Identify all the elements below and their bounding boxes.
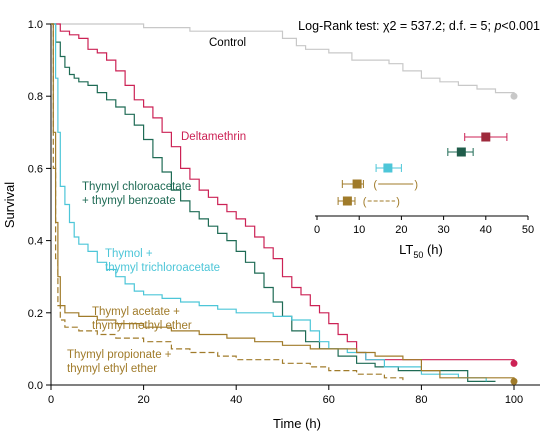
series-end-marker-1 (510, 359, 518, 367)
inset-paren-close: ) (396, 196, 400, 208)
series-labels: Control Deltamethrin Thymyl chloroacetate +… (67, 37, 246, 375)
annotation-prefix: Log-Rank test: (298, 19, 383, 33)
inset-x-tick-label: 50 (522, 224, 534, 236)
inset-x-tick-label: 0 (314, 224, 320, 236)
y-tick-label: 0.8 (28, 91, 43, 103)
log-rank-annotation: Log-Rank test: χ2 = 537.2; d.f. = 5; p<0… (298, 19, 540, 33)
inset-points: () () (337, 132, 508, 208)
inset-point-marker (383, 163, 393, 173)
series-label-4: Thymyl acetate + (92, 306, 180, 318)
series-label-0: Control (209, 37, 246, 49)
inset-paren-close: ) (414, 179, 418, 191)
x-tick-label: 0 (48, 394, 54, 406)
inset-x-tick-label: 10 (353, 224, 365, 236)
annotation-p: p (493, 19, 501, 33)
series-label-5: Thymyl propionate + (67, 349, 172, 361)
main-axes (50, 24, 540, 386)
series-line-0 (51, 23, 515, 97)
series-line-3 (51, 23, 487, 382)
y-tick-label: 0.6 (28, 163, 43, 175)
series-line-5 (51, 23, 404, 382)
inset-x-axis-label: LT50 (h) (399, 242, 443, 260)
x-axis-label: Time (h) (273, 416, 321, 431)
series-line-1 (51, 23, 515, 364)
series-label-2: Thymyl chloroacetate (82, 181, 191, 193)
y-tick-label: 1.0 (28, 19, 43, 31)
annotation-suffix: <0.001 (501, 19, 540, 33)
inset-point-marker (481, 132, 491, 142)
inset-x-ticks: 0 10 20 30 40 50 (314, 216, 534, 236)
x-tick-label: 40 (230, 394, 242, 406)
y-axis-label: Survival (2, 182, 17, 228)
annotation-chi: χ2 (383, 19, 397, 33)
x-tick-label: 60 (323, 394, 335, 406)
series-label-3: Thymol + (105, 248, 153, 260)
series-end-marker-0 (510, 92, 518, 100)
survival-curves (51, 23, 518, 385)
inset-xlabel-unit: (h) (423, 242, 443, 257)
series-label-1: Deltamethrin (181, 131, 246, 143)
lt50-inset: 0 10 20 30 40 50 ()() LT50 (h) (314, 132, 534, 260)
x-tick-label: 80 (415, 394, 427, 406)
series-label-3: thymyl trichloroacetate (105, 262, 220, 274)
y-ticks: 0.0 0.2 0.4 0.6 0.8 1.0 (28, 19, 51, 392)
y-tick-label: 0.2 (28, 308, 43, 320)
inset-xlabel-main: LT (399, 242, 413, 257)
inset-xlabel-sub: 50 (413, 250, 423, 260)
inset-point-marker (352, 179, 362, 189)
series-label-5: thymyl ethyl ether (67, 363, 157, 375)
inset-point-marker (456, 147, 466, 157)
inset-paren-open: ( (373, 179, 377, 191)
inset-x-tick-label: 40 (480, 224, 492, 236)
inset-paren-open: ( (363, 196, 367, 208)
inset-x-tick-label: 30 (437, 224, 449, 236)
series-line-2 (51, 23, 496, 382)
series-line-4 (51, 23, 515, 382)
annotation-stat: = 537.2; d.f. = 5; (396, 19, 494, 33)
y-tick-label: 0.4 (28, 236, 43, 248)
series-end-marker-4 (510, 377, 518, 385)
inset-x-tick-label: 20 (395, 224, 407, 236)
inset-point-marker (342, 196, 352, 206)
x-tick-label: 20 (137, 394, 149, 406)
series-label-4: thymyl methyl ether (92, 320, 192, 332)
y-tick-label: 0.0 (28, 380, 43, 392)
x-tick-label: 100 (505, 394, 523, 406)
series-label-2: + thymyl benzoate (82, 195, 176, 207)
x-ticks: 0 20 40 60 80 100 (48, 385, 523, 406)
